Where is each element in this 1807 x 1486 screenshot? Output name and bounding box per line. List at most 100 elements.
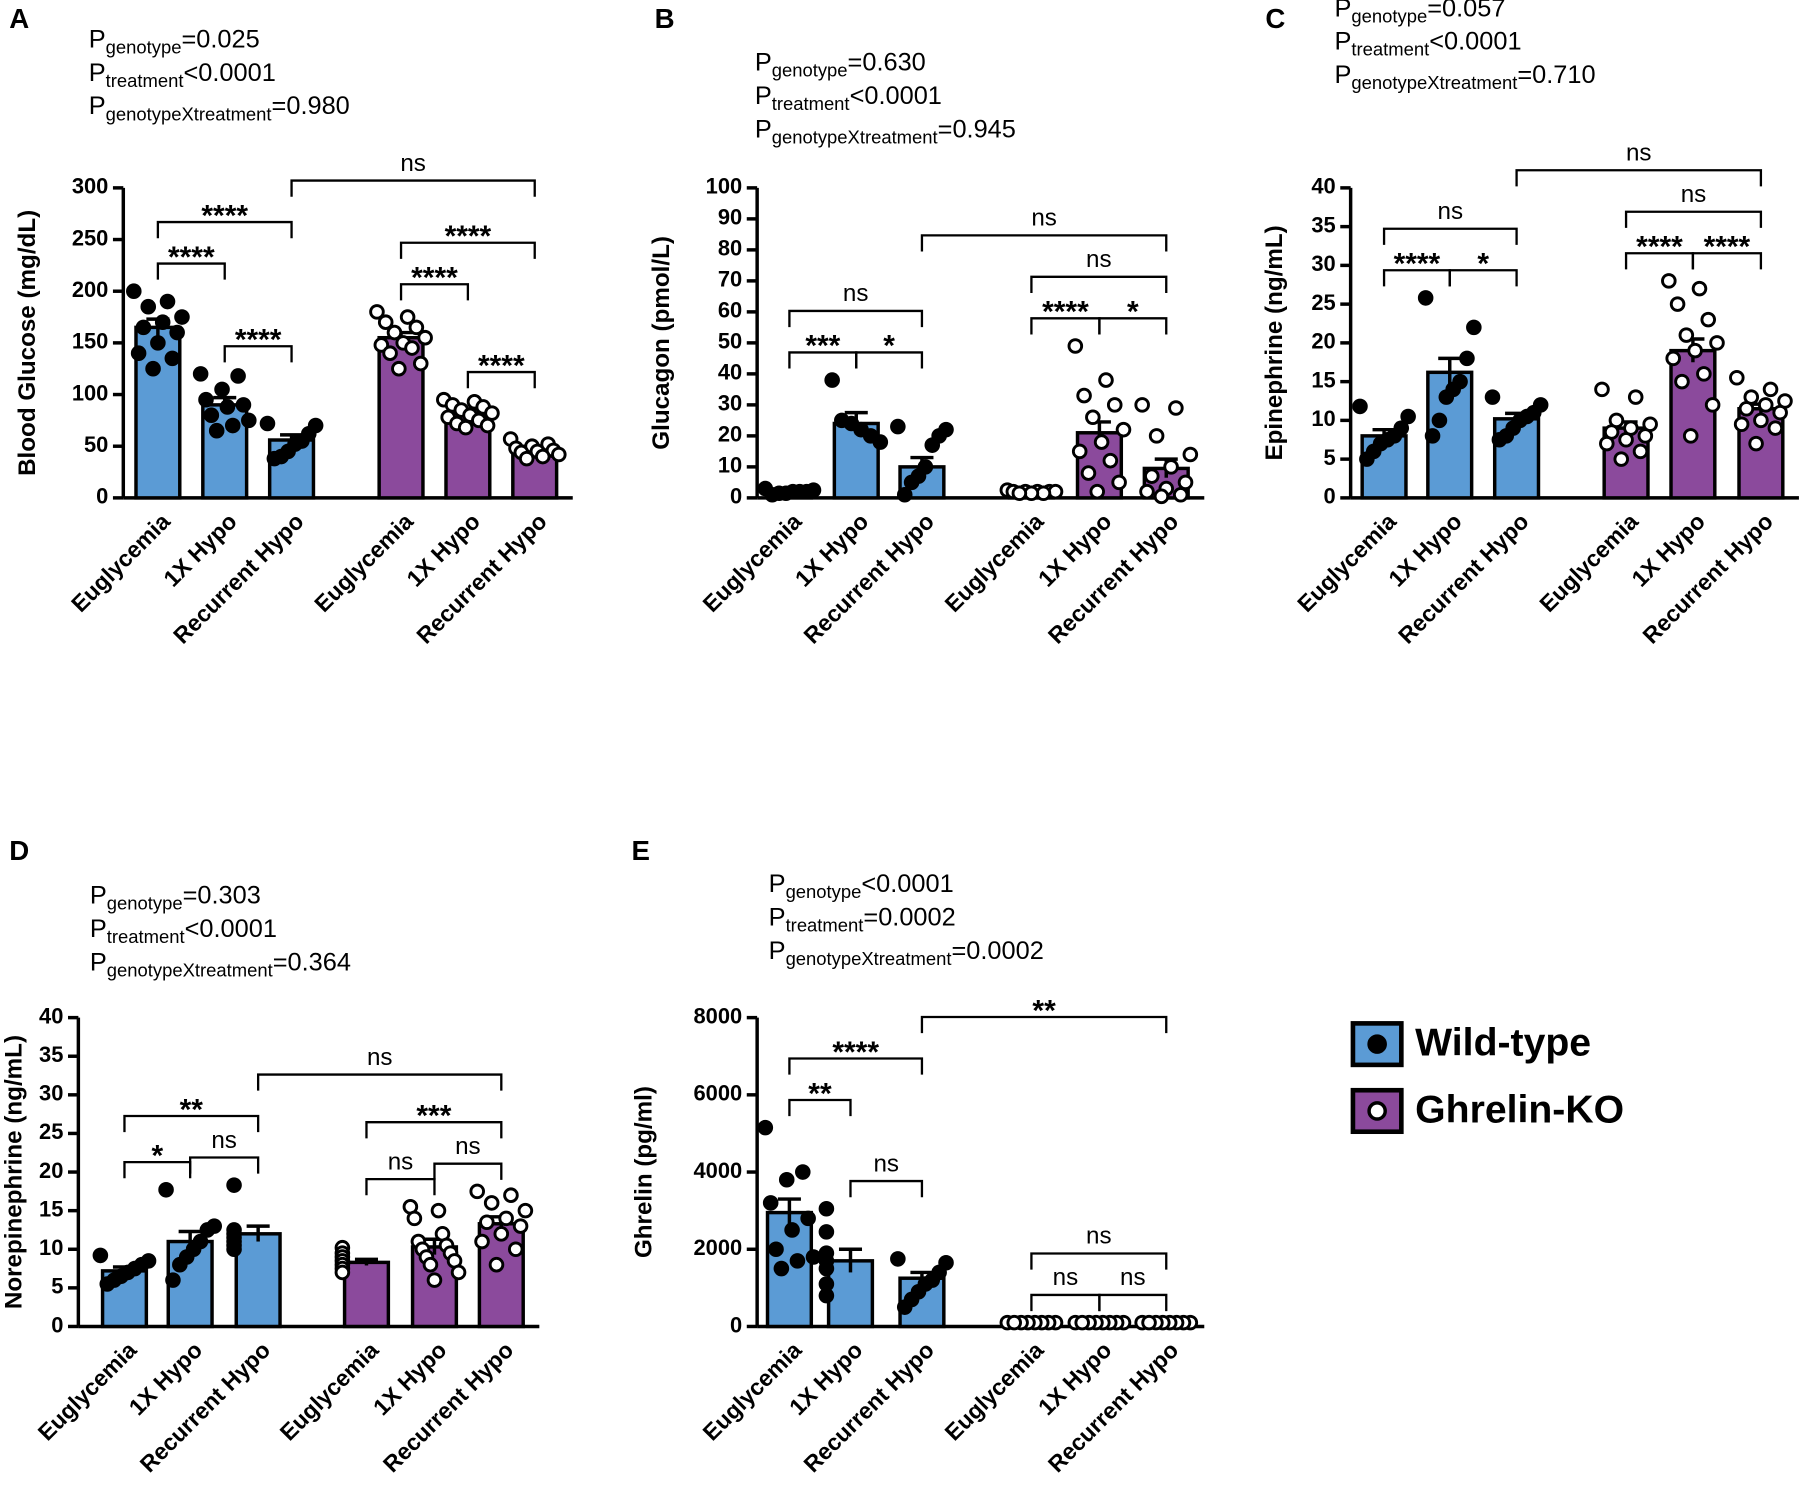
data-point <box>154 314 171 330</box>
stat-subscript: genotype <box>1351 5 1427 26</box>
data-point <box>386 324 403 341</box>
data-point <box>784 1222 800 1238</box>
data-point <box>778 1171 795 1188</box>
significance-label: ns <box>1053 1264 1079 1291</box>
significance-bracket <box>788 1098 852 1117</box>
stat-text: Ptreatment<0.0001 <box>89 58 276 90</box>
data-point <box>158 1182 174 1198</box>
significance-bracket <box>156 220 293 239</box>
x-tick-label: Recurrent Hypo <box>135 1337 276 1478</box>
significance-label: ns <box>1626 140 1652 167</box>
data-point <box>135 319 152 336</box>
data-point <box>517 1202 534 1219</box>
significance-bracket <box>433 1162 503 1180</box>
stat-value: =0.057 <box>1427 0 1505 22</box>
data-point <box>422 1256 439 1273</box>
stat-subscript: treatment <box>106 70 184 91</box>
y-tick-label: 80 <box>718 236 742 261</box>
significance-bracket <box>399 283 470 301</box>
data-point <box>805 1249 822 1265</box>
y-tick-label: 300 <box>72 174 109 199</box>
stat-subscript: genotype <box>107 893 183 914</box>
data-point <box>1417 290 1434 306</box>
significance-label: ns <box>388 1148 414 1175</box>
data-point <box>457 419 474 436</box>
stat-subscript: treatment <box>107 926 185 947</box>
data-point <box>406 1210 423 1227</box>
data-point <box>1669 296 1686 312</box>
data-point <box>1484 389 1501 405</box>
stat-subscript: treatment <box>772 93 850 114</box>
data-point <box>764 487 780 503</box>
data-point <box>203 407 220 423</box>
significance-bracket <box>1098 317 1168 335</box>
stat-subscript: genotypeXtreatment <box>107 959 273 980</box>
data-point <box>469 1183 485 1200</box>
significance-label: * <box>883 330 895 363</box>
data-point <box>192 366 209 382</box>
y-tick-label: 100 <box>72 380 109 405</box>
stat-symbol: P <box>755 48 772 76</box>
data-point <box>417 329 433 346</box>
data-point <box>1006 1314 1022 1331</box>
data-point <box>1665 350 1681 367</box>
data-point <box>818 1260 835 1277</box>
significance-label: **** <box>478 349 525 382</box>
data-point <box>507 1241 524 1258</box>
data-point <box>1733 416 1750 433</box>
data-point <box>1076 387 1092 404</box>
data-point <box>1424 428 1441 444</box>
significance-label: ns <box>1086 1223 1112 1250</box>
data-point <box>800 1210 816 1227</box>
stat-text: Pgenotype=0.057 <box>1335 0 1506 26</box>
significance-bracket <box>290 179 536 197</box>
data-point <box>174 309 190 325</box>
y-tick-label: 30 <box>718 391 742 416</box>
significance-label: **** <box>168 241 215 274</box>
y-tick-label: 0 <box>1323 484 1335 509</box>
data-point <box>1071 443 1088 460</box>
legend-label: Ghrelin-KO <box>1415 1088 1624 1131</box>
stat-symbol: P <box>90 881 107 909</box>
stat-value: <0.0001 <box>850 82 942 110</box>
significance-bracket <box>1030 1252 1168 1270</box>
data-point <box>534 448 551 465</box>
data-point <box>172 1256 188 1273</box>
data-point <box>164 350 181 367</box>
y-tick-label: 10 <box>1311 406 1335 431</box>
data-point <box>369 304 385 320</box>
significance-label: * <box>1127 296 1139 329</box>
bar <box>342 1260 391 1329</box>
y-tick-label: 150 <box>72 329 109 354</box>
data-point <box>235 397 252 413</box>
data-point <box>896 487 913 503</box>
significance-label: * <box>1477 248 1489 281</box>
y-axis-label: Glucagon (pmol/L) <box>648 236 675 450</box>
stat-symbol: P <box>89 58 106 86</box>
stat-value: =0.025 <box>181 25 259 53</box>
stat-symbol: P <box>90 948 107 976</box>
data-point <box>259 415 276 432</box>
x-tick-label: Euglycemia <box>1534 508 1643 617</box>
data-point <box>165 1272 181 1288</box>
x-tick-label: Euglycemia <box>698 508 807 617</box>
y-tick-label: 10 <box>718 453 742 478</box>
data-point <box>512 1218 529 1234</box>
stat-subscript: treatment <box>1351 39 1429 60</box>
data-point <box>924 437 941 453</box>
significance-bracket <box>1691 252 1763 270</box>
data-point <box>890 418 906 435</box>
significance-bracket <box>1448 269 1518 287</box>
legend-marker <box>1367 1101 1387 1121</box>
data-point <box>890 1251 906 1267</box>
y-tick-label: 6000 <box>693 1081 742 1106</box>
data-point <box>1134 397 1150 413</box>
significance-label: ns <box>211 1127 237 1154</box>
significance-label: ns <box>1681 181 1707 208</box>
data-point <box>762 1195 779 1211</box>
stat-value: =0.630 <box>848 48 926 76</box>
legend-marker <box>1367 1034 1387 1054</box>
stat-value: <0.0001 <box>1429 27 1521 55</box>
data-point <box>430 1202 447 1219</box>
stat-value: <0.0001 <box>185 915 277 943</box>
